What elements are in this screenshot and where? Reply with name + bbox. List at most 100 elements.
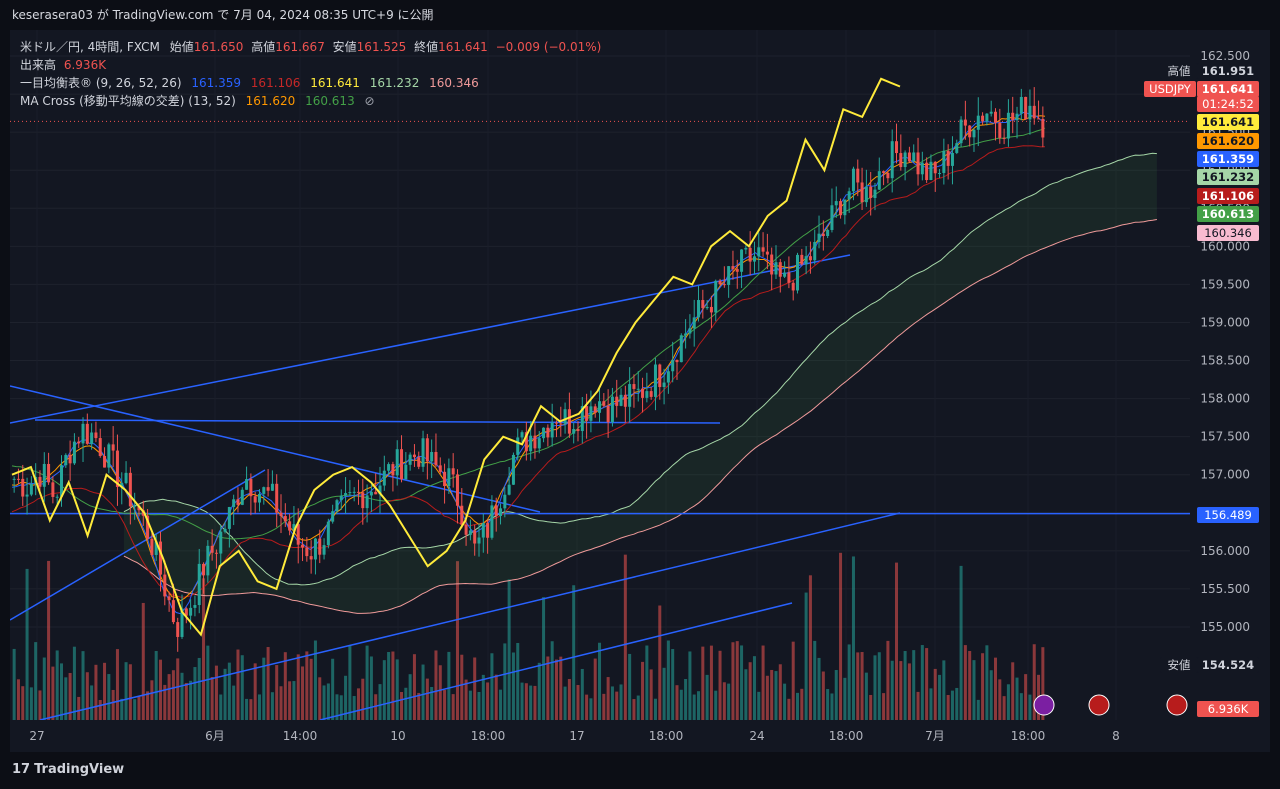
kumo-fill <box>123 153 1157 614</box>
chart-canvas[interactable]: 162.500162.000161.500161.000160.500160.0… <box>10 30 1270 752</box>
candle-body <box>1002 137 1006 139</box>
candle-body <box>481 523 485 538</box>
volume-bar <box>516 642 520 720</box>
candle-body <box>826 229 830 236</box>
candle-body <box>942 150 946 173</box>
candle-body <box>985 113 989 122</box>
candle-body <box>59 465 64 497</box>
candle-body <box>206 545 210 576</box>
legend-ichimoku-row[interactable]: 一目均衡表® (9, 26, 52, 26) 161.359 161.106 1… <box>20 74 601 92</box>
legend-open: 161.650 <box>193 40 244 54</box>
volume-bar <box>537 662 541 720</box>
candle-body <box>176 622 180 637</box>
high-label-tag: 高値 <box>1160 63 1198 79</box>
candle-body <box>219 531 223 554</box>
candle-body <box>800 254 804 265</box>
volume-bar <box>826 689 830 720</box>
candle-body <box>774 262 778 275</box>
legend-ma-row[interactable]: MA Cross (移動平均線の交差) (13, 52) 161.620 160… <box>20 92 601 110</box>
candle-body <box>817 233 821 243</box>
candle-body <box>722 284 726 286</box>
candle-body <box>511 454 515 485</box>
candle-body <box>189 607 193 616</box>
volume-bar <box>765 675 769 720</box>
volume-bar <box>955 687 959 720</box>
price-tick-label: 157.000 <box>1200 468 1250 482</box>
volume-bar <box>903 651 907 720</box>
legend-ichimoku-v4: 161.232 <box>369 76 420 90</box>
legend-symbol-row[interactable]: 米ドル／円, 4時間, FXCM 始値161.650 高値161.667 安値1… <box>20 38 601 56</box>
hidden-eye-icon[interactable]: ⊘ <box>364 94 375 108</box>
volume-bar <box>378 684 382 720</box>
legend-ma-v2: 160.613 <box>305 94 355 108</box>
volume-bar <box>645 645 649 720</box>
time-tick-label: 18:00 <box>1011 729 1046 743</box>
volume-bar <box>808 575 812 720</box>
candles <box>12 87 1045 652</box>
volume-bar <box>610 686 614 720</box>
candle-body <box>365 495 369 509</box>
volume-bar <box>425 678 429 720</box>
volume-bar <box>602 693 606 720</box>
volume-bar <box>856 652 860 720</box>
candle-body <box>907 152 911 162</box>
candle-body <box>735 269 739 272</box>
trend-lines[interactable] <box>10 120 1190 721</box>
symbol-tag[interactable]: USDJPY <box>1144 81 1196 97</box>
tradingview-logo[interactable]: 17 TradingView <box>12 762 124 777</box>
candle-body <box>120 483 124 487</box>
volume-bar <box>262 657 266 720</box>
volume-bar <box>839 552 843 720</box>
volume-bar <box>206 645 210 720</box>
volume-bar <box>843 677 847 720</box>
volume-bar <box>606 677 610 720</box>
candle-body <box>128 472 132 507</box>
candle-body <box>688 328 692 334</box>
candle-body <box>477 537 481 544</box>
chikou-tag: 161.641 <box>1197 114 1259 130</box>
price-tick-label: 160.000 <box>1200 239 1250 253</box>
volume-bar <box>245 698 249 720</box>
hline-price-tag[interactable]: 156.489 <box>1197 507 1259 523</box>
volume-bar <box>628 653 632 720</box>
candle-body <box>877 171 881 190</box>
candle-body <box>851 168 855 192</box>
volume-bar <box>714 690 718 720</box>
volume-bar <box>249 699 253 720</box>
candle-body <box>210 545 214 553</box>
candle-body <box>804 256 808 265</box>
candle-body <box>107 444 111 468</box>
candle-body <box>976 115 980 130</box>
volume-bar <box>468 690 472 720</box>
legend-open-label: 始値 <box>169 40 194 54</box>
price-tick-label: 162.500 <box>1200 49 1250 63</box>
senkou-span-b <box>123 219 1157 614</box>
volume-bar <box>972 660 976 720</box>
candle-body <box>42 463 46 487</box>
volume-bar <box>51 666 55 720</box>
volume-bar <box>133 699 137 720</box>
chikou-line <box>11 77 901 637</box>
candle-body <box>417 457 421 467</box>
legend-close: 161.641 <box>438 40 488 54</box>
candle-body <box>249 479 253 497</box>
legend-volume-row[interactable]: 出来高 6.936K <box>20 56 601 74</box>
volume-bar <box>942 660 946 720</box>
candle-body <box>253 496 257 503</box>
volume-bar <box>873 655 877 720</box>
candle-body <box>348 492 352 494</box>
candle-body <box>821 233 825 236</box>
volume-bar <box>460 654 464 720</box>
candle-body <box>374 491 378 495</box>
time-axis[interactable]: 27 6月 14:00 10 18:00 17 18:00 24 18:00 7月 18:00 8 <box>10 720 1270 752</box>
volume-bar <box>34 642 38 720</box>
volume-bar <box>430 686 434 720</box>
candle-body <box>610 396 614 423</box>
candle-body <box>382 470 386 486</box>
us-flag-event-icon <box>1166 694 1188 716</box>
event-icons[interactable] <box>1033 694 1188 716</box>
volume-bar <box>929 688 933 720</box>
candle-body <box>115 450 119 487</box>
candle-body <box>886 172 890 179</box>
candle-body <box>25 494 29 497</box>
